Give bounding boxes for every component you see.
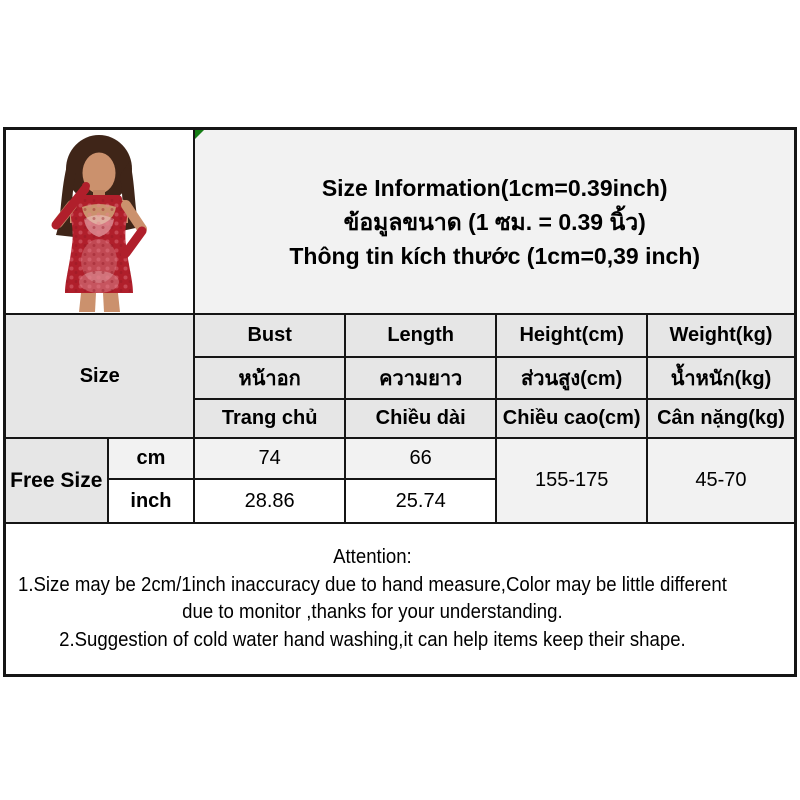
col-length-en: Length [343, 313, 498, 358]
title-vietnamese: Thông tin kích thước (1cm=0,39 inch) [289, 242, 701, 269]
length-inch-value: 25.74 [343, 478, 498, 524]
col-height-en: Height(cm) [495, 313, 648, 358]
size-header-cell: Size [3, 313, 196, 439]
col-weight-vi: Cân nặng(kg) [645, 398, 797, 439]
unit-inch-cell: inch [106, 478, 196, 524]
free-size-cell: Free Size [3, 437, 109, 524]
attention-line-2: due to monitor ,thanks for your understa… [182, 601, 563, 623]
title-thai: ข้อมูลขนาด (1 ซม. = 0.39 นิ้ว) [343, 208, 646, 235]
col-length-th: ความยาว [343, 356, 498, 400]
product-photo-cell [3, 127, 196, 315]
col-height-th: ส่วนสูง(cm) [495, 356, 648, 400]
header-row-thai: หน้าอก ความยาว ส่วนสูง(cm) น้ำหนัก(kg) [5, 356, 797, 400]
title-row: Size Information(1cm=0.39inch) ข้อมูลขนา… [3, 127, 797, 315]
col-bust-th: หน้าอก [193, 356, 346, 400]
attention-line-1: 1.Size may be 2cm/1inch inaccuracy due t… [17, 573, 727, 596]
data-row-inch: inch 28.86 25.74 [5, 478, 796, 524]
bust-cm-value: 74 [193, 437, 346, 480]
title-cell: Size Information(1cm=0.39inch) ข้อมูลขนา… [193, 127, 797, 315]
model-photo [51, 135, 147, 312]
attention-line-3: 2.Suggestion of cold water hand washing,… [59, 628, 686, 651]
col-length-vi: Chiều dài [343, 398, 498, 439]
col-weight-en: Weight(kg) [645, 313, 797, 358]
col-bust-vi: Trang chủ [193, 398, 346, 439]
attention-box: Attention: 1.Size may be 2cm/1inch inacc… [3, 522, 797, 677]
header-row-english: Size Bust Length Height(cm) Weight(kg) [3, 313, 797, 439]
size-chart-card: Size Information(1cm=0.39inch) ข้อมูลขนา… [3, 127, 797, 677]
col-bust-en: Bust [193, 313, 346, 358]
header-row-vietnamese: Trang chủ Chiều dài Chiều cao(cm) Cân nặ… [5, 398, 797, 439]
bust-inch-value: 28.86 [193, 478, 346, 524]
col-height-vi: Chiều cao(cm) [495, 398, 648, 439]
title-english: Size Information(1cm=0.39inch) [321, 174, 668, 201]
length-cm-value: 66 [343, 437, 498, 480]
unit-cm-cell: cm [106, 437, 196, 480]
data-row-cm: Free Size cm 74 66 155-175 45-70 [3, 437, 797, 524]
attention-heading: Attention: [333, 546, 412, 568]
excel-corner-marker-icon [196, 130, 205, 139]
col-weight-th: น้ำหนัก(kg) [645, 356, 797, 400]
attention-row: Attention: 1.Size may be 2cm/1inch inacc… [3, 522, 797, 677]
weight-range-value: 45-70 [645, 437, 797, 524]
height-range-value: 155-175 [495, 437, 648, 524]
